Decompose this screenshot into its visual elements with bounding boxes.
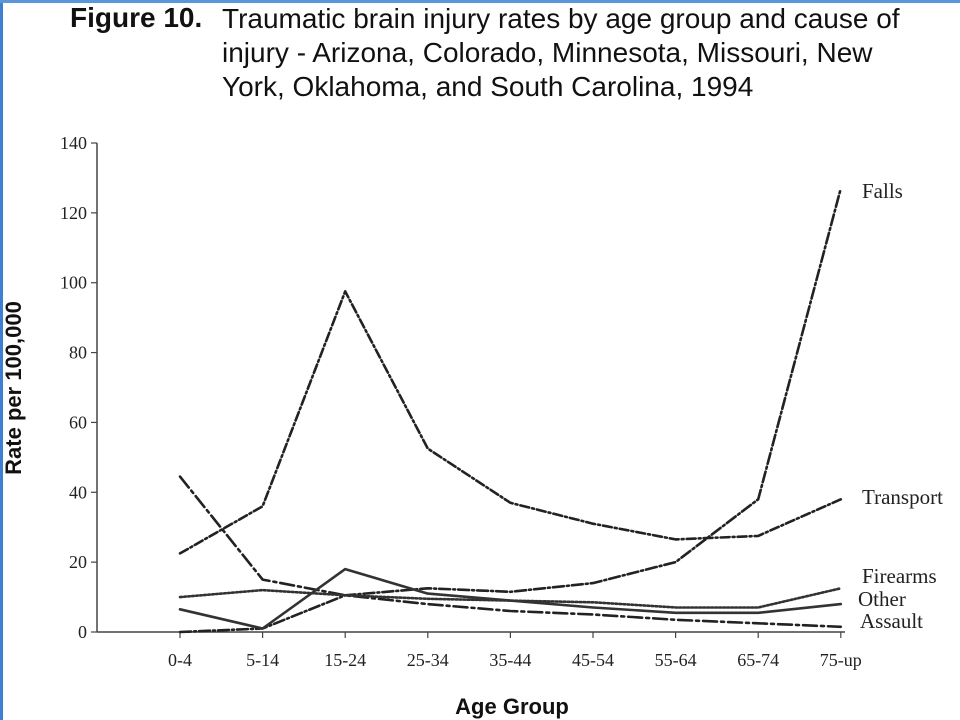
y-tick-label: 20	[69, 552, 87, 572]
series-line-assault	[178, 567, 843, 630]
series-line-falls	[178, 475, 843, 629]
x-tick-label: 75-up	[820, 650, 862, 670]
x-axis-ticks: 0-4 5-14 15-24 25-34 35-44 45-54 55-64 65-74 75-…	[168, 632, 862, 670]
y-axis-title: Rate per 100,000	[1, 301, 26, 475]
y-tick-label: 0	[78, 622, 87, 642]
series-label-firearms: Firearms	[862, 564, 937, 588]
window-frame-left	[0, 0, 3, 720]
x-tick-label: 45-54	[572, 650, 614, 670]
x-tick-label: 25-34	[407, 650, 449, 670]
series-label-falls: Falls	[862, 179, 903, 203]
y-tick-label: 140	[60, 133, 87, 153]
series-line-transport	[178, 290, 843, 555]
series-label-transport: Transport	[862, 485, 943, 509]
x-axis-title: Age Group	[455, 694, 569, 719]
window-frame-top	[0, 0, 960, 3]
y-tick-label: 100	[60, 273, 87, 293]
x-tick-label: 55-64	[655, 650, 697, 670]
series-label-other: Other	[858, 587, 906, 611]
x-tick-label: 15-24	[324, 650, 366, 670]
figure-number: Figure 10.	[70, 2, 203, 33]
series-lines	[178, 187, 843, 634]
y-tick-label: 120	[60, 203, 87, 223]
series-label-assault: Assault	[860, 609, 923, 633]
y-axis-ticks: 0 20 40 60 80 100 120 140	[60, 133, 97, 642]
chart-axes	[96, 143, 845, 633]
series-line-firearms	[178, 187, 843, 634]
x-tick-label: 35-44	[489, 650, 531, 670]
x-tick-label: 0-4	[168, 650, 192, 670]
x-tick-label: 65-74	[737, 650, 779, 670]
figure-title-text: Traumatic brain injury rates by age grou…	[222, 3, 900, 102]
y-tick-label: 60	[69, 412, 87, 432]
y-tick-label: 80	[69, 343, 87, 363]
y-tick-label: 40	[69, 482, 87, 502]
x-tick-label: 5-14	[246, 650, 279, 670]
